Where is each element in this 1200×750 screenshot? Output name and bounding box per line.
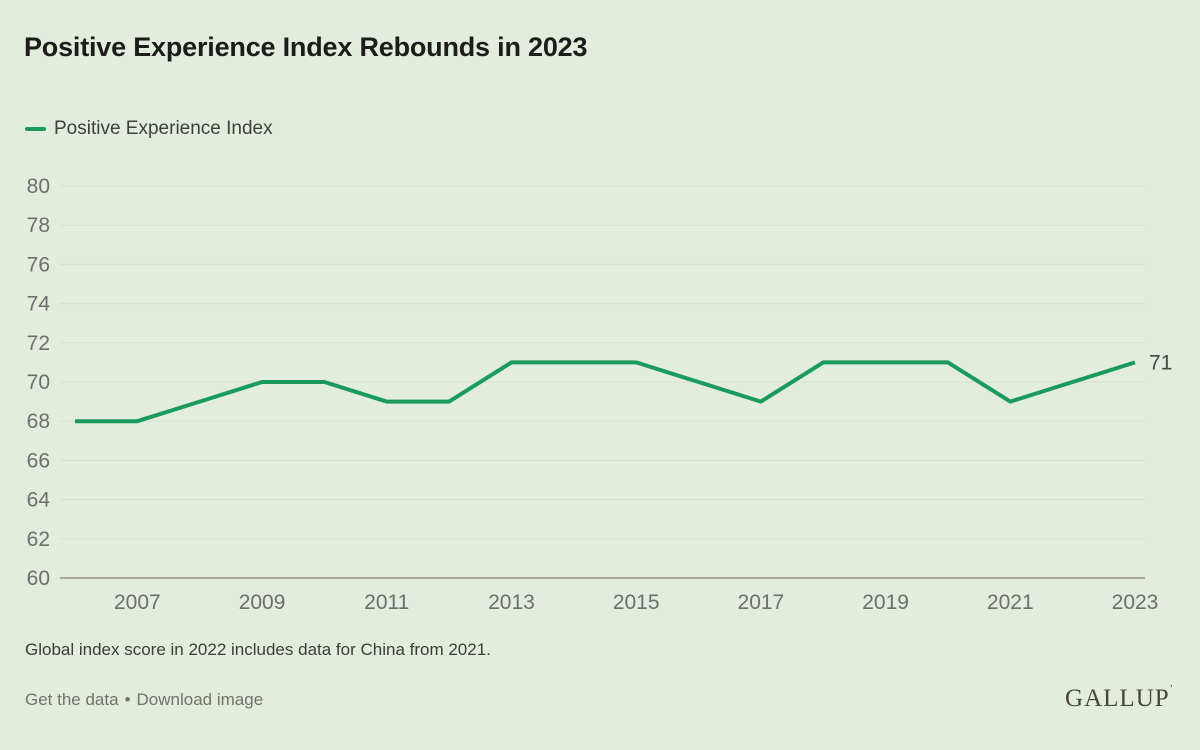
download-image-link[interactable]: Download image: [136, 690, 264, 709]
svg-text:78: 78: [27, 214, 50, 237]
legend[interactable]: Positive Experience Index: [25, 118, 273, 140]
gallup-logo-text: GALLUP: [1065, 685, 1170, 712]
link-separator: •: [124, 690, 131, 709]
trademark-icon: ’: [1169, 684, 1174, 695]
chart-footnote: Global index score in 2022 includes data…: [25, 640, 491, 659]
svg-text:80: 80: [27, 175, 50, 198]
svg-text:64: 64: [27, 489, 51, 512]
svg-text:2019: 2019: [862, 591, 909, 614]
svg-text:2017: 2017: [738, 591, 785, 614]
svg-text:2021: 2021: [987, 591, 1034, 614]
svg-text:74: 74: [27, 293, 51, 316]
svg-text:76: 76: [27, 253, 50, 276]
svg-text:60: 60: [27, 567, 50, 590]
svg-text:62: 62: [27, 528, 50, 551]
chart-canvas: 60 62 64 66 68 70 72 74 76 78 80 2007 2009 2011 2013 20…: [27, 175, 1173, 614]
svg-text:2007: 2007: [114, 591, 161, 614]
svg-text:2011: 2011: [364, 591, 409, 614]
svg-text:68: 68: [27, 410, 50, 433]
legend-label: Positive Experience Index: [54, 118, 273, 139]
legend-line-icon: [25, 127, 46, 131]
footer-links: Get the data • Download image: [25, 690, 263, 710]
chart-title: Positive Experience Index Rebounds in 20…: [24, 32, 588, 62]
svg-text:70: 70: [27, 371, 50, 394]
svg-text:71: 71: [1149, 351, 1172, 374]
line-chart: 60 62 64 66 68 70 72 74 76 78 80 2007 2009 2011 2013 20…: [0, 160, 1200, 625]
svg-text:66: 66: [27, 449, 50, 472]
svg-text:2023: 2023: [1112, 591, 1159, 614]
svg-text:2009: 2009: [239, 591, 286, 614]
svg-text:72: 72: [27, 332, 50, 355]
svg-text:2013: 2013: [488, 591, 535, 614]
svg-text:2015: 2015: [613, 591, 660, 614]
gallup-logo: GALLUP’: [1065, 685, 1174, 713]
get-the-data-link[interactable]: Get the data: [25, 690, 119, 709]
